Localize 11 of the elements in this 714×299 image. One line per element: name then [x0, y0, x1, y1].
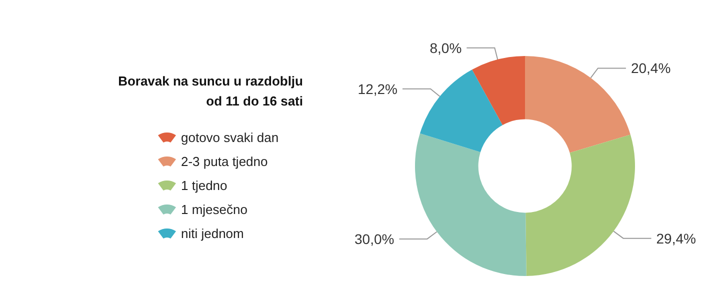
legend-label: niti jednom [181, 226, 244, 241]
legend-label: gotovo svaki dan [181, 130, 279, 145]
data-label: 29,4% [656, 230, 696, 246]
text: Boravak na suncu u razdoblju od 11 do 16 sati [118, 74, 304, 108]
data-label: 12,2% [358, 80, 398, 97]
legend-label: 1 tjedno [181, 178, 228, 193]
legend-label: 2-3 puta tjedno [181, 154, 268, 169]
data-label: 30,0% [354, 230, 394, 247]
data-label: 20,4% [630, 60, 671, 76]
legend-label: 1 mjesečno [181, 202, 248, 217]
data-label: 8,0% [430, 40, 462, 56]
